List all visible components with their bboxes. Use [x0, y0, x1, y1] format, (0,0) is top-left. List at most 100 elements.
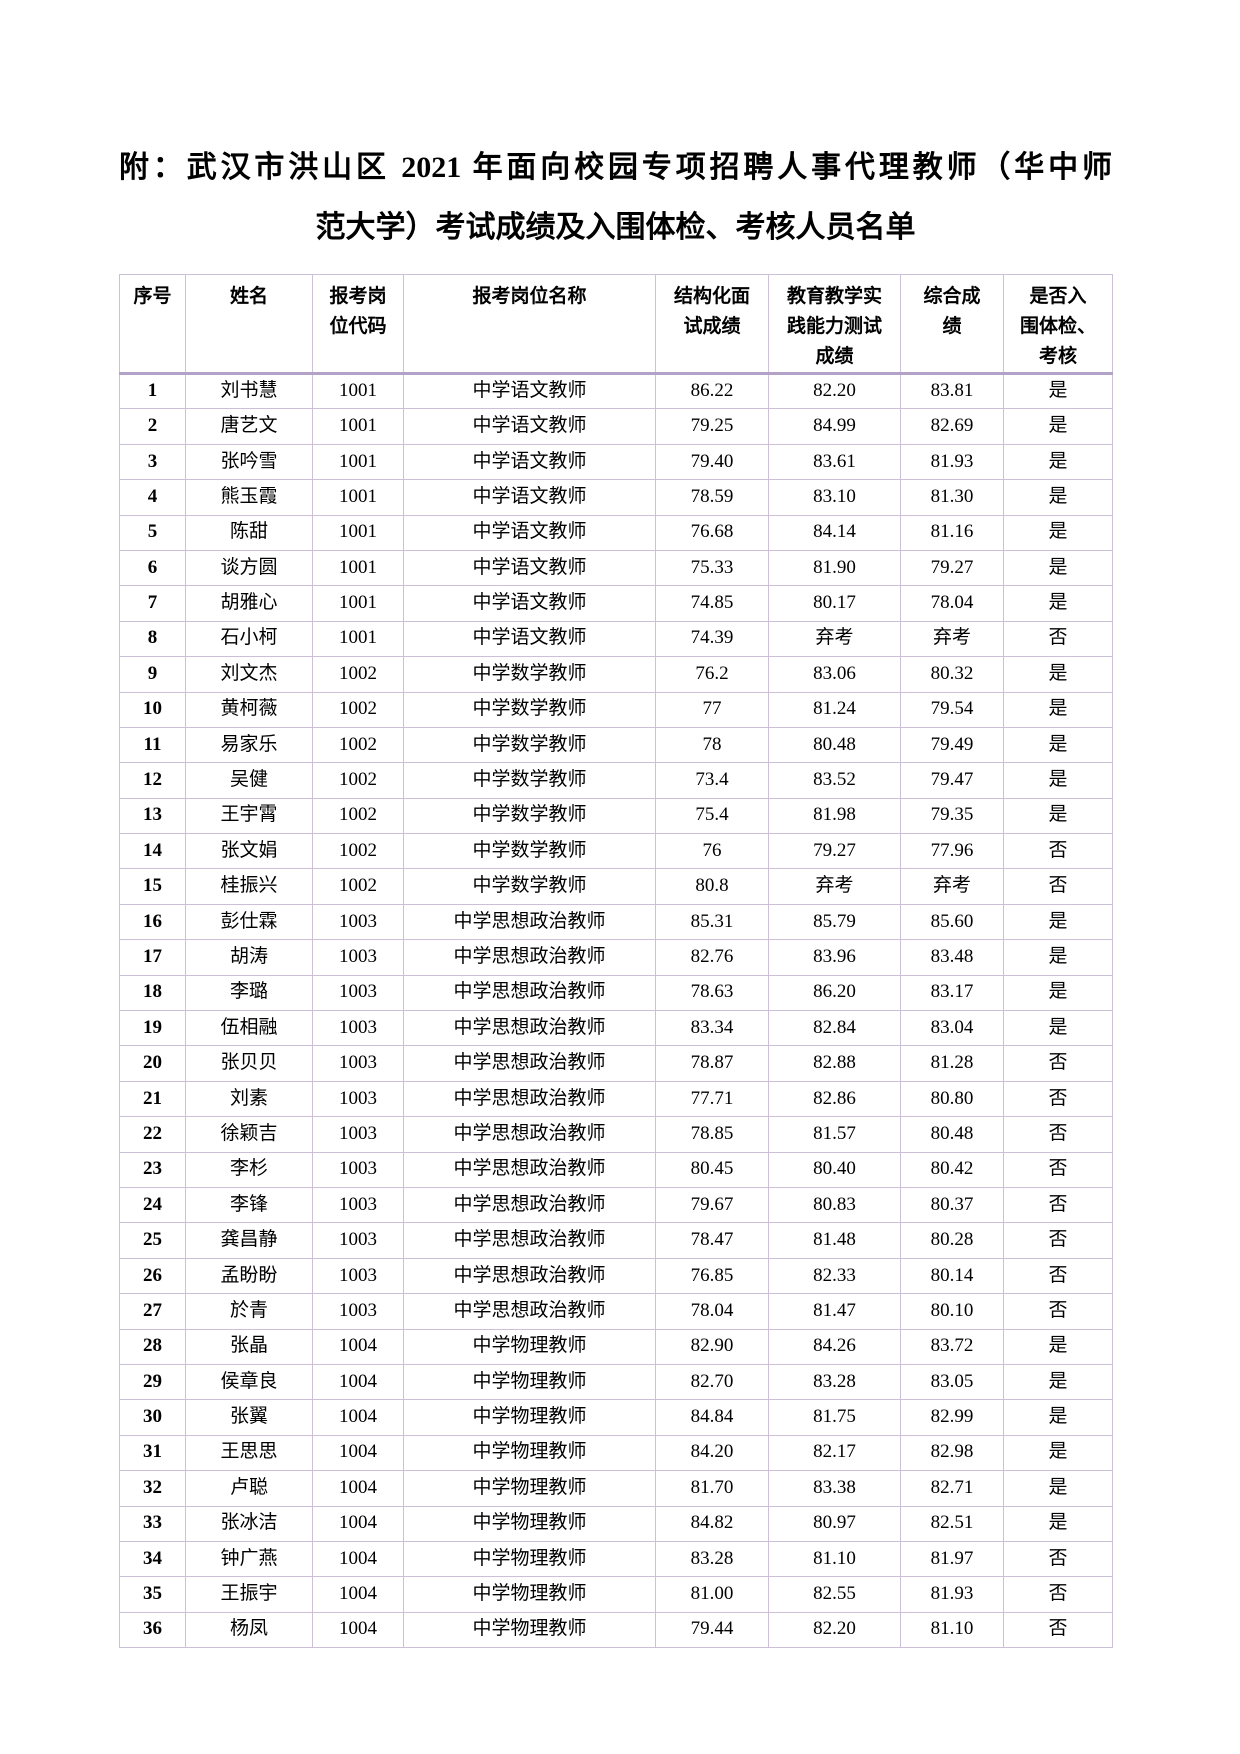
table-row: 34 钟广燕 1004 中学物理教师 83.28 81.10 81.97 否 [119, 1540, 1113, 1578]
table-cell: 中学物理教师 [403, 1328, 656, 1365]
table-cell: 79.49 [900, 726, 1004, 764]
table-cell: 中学物理教师 [403, 1363, 656, 1401]
table-cell: 10 [119, 691, 186, 728]
table-cell: 81.16 [900, 514, 1004, 551]
table-cell: 77.96 [900, 833, 1004, 870]
table-cell: 胡涛 [185, 939, 313, 976]
table-cell: 26 [119, 1257, 186, 1295]
table-cell: 是 [1003, 1470, 1113, 1507]
table-cell: 79.27 [900, 549, 1004, 587]
table-cell: 23 [119, 1151, 186, 1188]
table-row: 5 陈甜 1001 中学语文教师 76.68 84.14 81.16 是 [119, 514, 1113, 551]
table-cell: 84.84 [655, 1399, 769, 1436]
table-cell: 张文娟 [185, 833, 313, 870]
table-cell: 83.06 [768, 656, 901, 693]
table-row: 4 熊玉霞 1001 中学语文教师 78.59 83.10 81.30 是 [119, 479, 1113, 516]
table-body: 1 刘书慧 1001 中学语文教师 86.22 82.20 83.81 是 2 唐艺文 1001 中学… [119, 372, 1113, 1649]
table-cell: 77 [655, 691, 769, 728]
table-cell: 张晶 [185, 1328, 313, 1365]
table-cell: 8 [119, 620, 186, 658]
table-cell: 否 [1003, 1116, 1113, 1153]
table-cell: 1004 [312, 1434, 404, 1472]
table-cell: 74.85 [655, 585, 769, 622]
header-cell: 结构化面 试成绩 [655, 274, 769, 375]
table-cell: 81.93 [900, 1576, 1004, 1613]
table-cell: 1 [119, 372, 186, 410]
table-cell: 中学思想政治教师 [403, 939, 656, 976]
table-cell: 76 [655, 833, 769, 870]
table-row: 6 谈方圆 1001 中学语文教师 75.33 81.90 79.27 是 [119, 549, 1113, 587]
table-cell: 石小柯 [185, 620, 313, 658]
table-cell: 1004 [312, 1328, 404, 1365]
table-cell: 1003 [312, 1222, 404, 1259]
table-cell: 78.47 [655, 1222, 769, 1259]
table-row: 8 石小柯 1001 中学语文教师 74.39 弃考 弃考否 [119, 620, 1113, 658]
table-cell: 1001 [312, 620, 404, 658]
table-cell: 1003 [312, 1293, 404, 1330]
table-row: 12 吴健 1002 中学数学教师 73.4 83.52 79.47 是 [119, 762, 1113, 799]
table-cell: 1003 [312, 1151, 404, 1188]
table-cell: 中学语文教师 [403, 372, 656, 410]
table-cell: 是 [1003, 408, 1113, 445]
table-row: 3 张吟雪 1001 中学语文教师 79.40 83.61 81.93 是 [119, 443, 1113, 481]
table-cell: 84.82 [655, 1505, 769, 1542]
table-cell: 中学数学教师 [403, 656, 656, 693]
table-cell: 1002 [312, 691, 404, 728]
table-cell: 谈方圆 [185, 549, 313, 587]
table-cell: 中学语文教师 [403, 585, 656, 622]
table-cell: 张冰洁 [185, 1505, 313, 1542]
table-cell: 1003 [312, 1116, 404, 1153]
table-cell: 80.48 [900, 1116, 1004, 1153]
table-cell: 1004 [312, 1611, 404, 1649]
table-row: 19 伍相融 1003 中学思想政治教师 83.34 82.84 83.04 是 [119, 1010, 1113, 1047]
table-cell: 80.83 [768, 1186, 901, 1224]
table-cell: 是 [1003, 903, 1113, 941]
table-cell: 吴健 [185, 762, 313, 799]
table-cell: 85.31 [655, 903, 769, 941]
table-cell: 中学思想政治教师 [403, 1045, 656, 1082]
table-cell: 82.69 [900, 408, 1004, 445]
table-cell: 33 [119, 1505, 186, 1542]
table-cell: 中学数学教师 [403, 797, 656, 835]
table-cell: 29 [119, 1363, 186, 1401]
table-cell: 是 [1003, 443, 1113, 481]
table-cell: 35 [119, 1576, 186, 1613]
table-cell: 於青 [185, 1293, 313, 1330]
table-cell: 84.20 [655, 1434, 769, 1472]
table-cell: 4 [119, 479, 186, 516]
table-row: 31 王思思 1004 中学物理教师 84.20 82.17 82.98 是 [119, 1434, 1113, 1472]
table-cell: 中学思想政治教师 [403, 1257, 656, 1295]
header-cell: 是否入 围体检、 考核 [1003, 274, 1113, 375]
table-cell: 彭仕霖 [185, 903, 313, 941]
table-cell: 79.44 [655, 1611, 769, 1649]
table-cell: 81.57 [768, 1116, 901, 1153]
table-cell: 80.97 [768, 1505, 901, 1542]
table-cell: 中学思想政治教师 [403, 1080, 656, 1118]
table-cell: 中学物理教师 [403, 1399, 656, 1436]
table-cell: 中学思想政治教师 [403, 903, 656, 941]
table-cell: 1002 [312, 797, 404, 835]
table-cell: 陈甜 [185, 514, 313, 551]
table-cell: 1001 [312, 479, 404, 516]
table-cell: 否 [1003, 833, 1113, 870]
table-cell: 黄柯薇 [185, 691, 313, 728]
table-cell: 否 [1003, 868, 1113, 905]
table-cell: 易家乐 [185, 726, 313, 764]
table-cell: 81.93 [900, 443, 1004, 481]
table-cell: 1004 [312, 1540, 404, 1578]
table-cell: 79.40 [655, 443, 769, 481]
table-cell: 中学物理教师 [403, 1611, 656, 1649]
title-line-2: 范大学）考试成绩及入围体检、考核人员名单 [315, 211, 916, 244]
table-cell: 82.20 [768, 372, 901, 410]
table-cell: 79.35 [900, 797, 1004, 835]
table-cell: 是 [1003, 372, 1113, 410]
table-cell: 是 [1003, 1010, 1113, 1047]
table-cell: 25 [119, 1222, 186, 1259]
table-cell: 张吟雪 [185, 443, 313, 481]
table-cell: 否 [1003, 620, 1113, 658]
table-cell: 1003 [312, 1257, 404, 1295]
table-cell: 78.85 [655, 1116, 769, 1153]
table-cell: 5 [119, 514, 186, 551]
table-cell: 83.81 [900, 372, 1004, 410]
